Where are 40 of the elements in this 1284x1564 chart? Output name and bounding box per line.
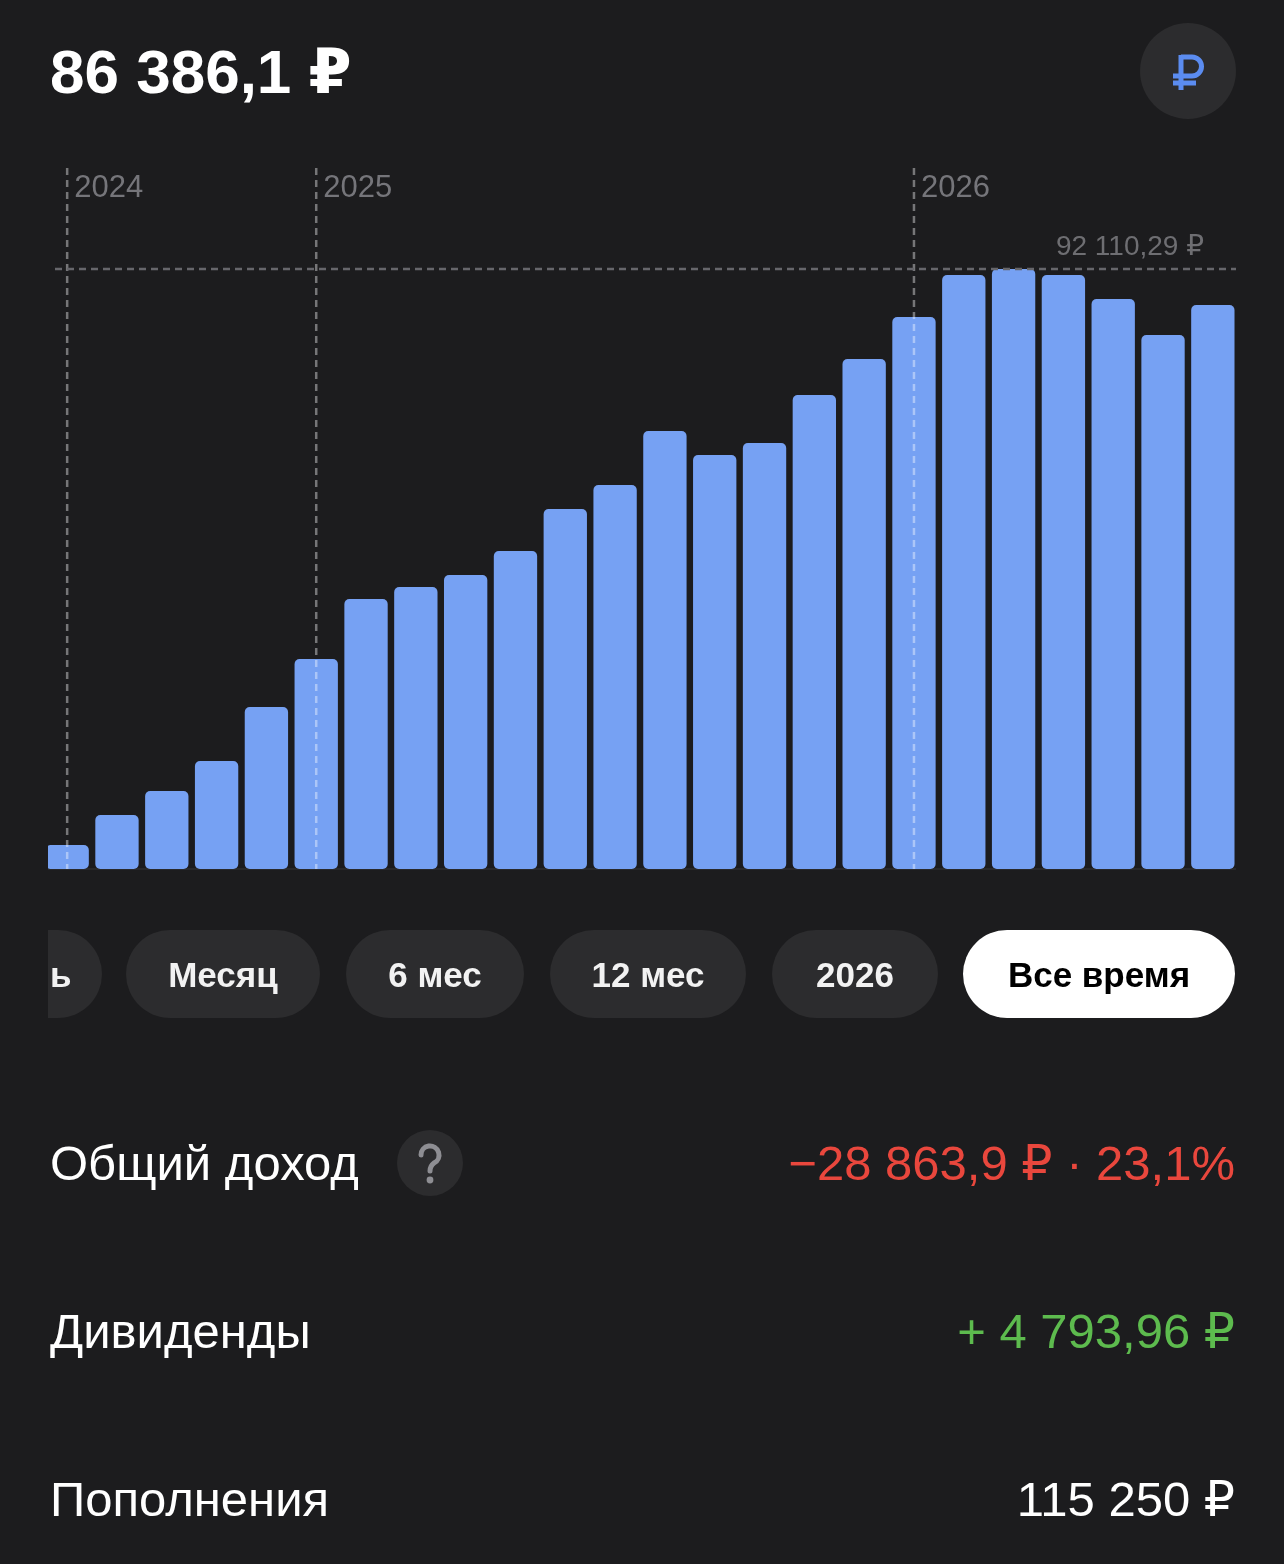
bar: [942, 275, 986, 869]
bar: [892, 317, 936, 869]
bar: [593, 485, 637, 869]
bar: [1091, 299, 1135, 869]
bar: [693, 455, 737, 869]
text: −28 863,9 ₽ · 23,1%: [788, 1136, 1235, 1190]
bar: [1191, 305, 1235, 869]
text: 2026: [920, 169, 990, 204]
text: + 4 793,96 ₽: [957, 1304, 1235, 1358]
bar: [1141, 335, 1185, 869]
text: 6 мес: [388, 955, 482, 994]
bar: [543, 509, 587, 869]
bar: [643, 431, 687, 869]
text: ь: [50, 955, 72, 994]
bar: [493, 551, 538, 869]
bar: [742, 443, 787, 869]
chart-title: 86 386,1 ₽: [50, 37, 352, 106]
text: 115 250 ₽: [1016, 1472, 1235, 1526]
ref-line-label: 92 110,29 ₽: [1055, 230, 1204, 261]
bar: [443, 575, 488, 869]
text: Пополнения: [50, 1472, 330, 1526]
bar: [792, 395, 837, 869]
text: Общий доход: [50, 1136, 359, 1190]
bar: [1041, 275, 1086, 869]
bar: [842, 359, 886, 869]
bar: [194, 761, 239, 869]
text: Месяц: [168, 955, 279, 994]
text: 2026: [816, 955, 894, 994]
bar: [991, 269, 1036, 869]
text: 12 мес: [591, 955, 705, 994]
bar: [344, 599, 388, 869]
text: 2025: [323, 169, 393, 204]
text: Все время: [1007, 955, 1191, 994]
bar: [394, 587, 438, 869]
text: Дивиденды: [50, 1304, 311, 1358]
bar: [145, 791, 189, 869]
bar: [244, 707, 289, 869]
bar: [294, 659, 338, 869]
text: 2024: [74, 169, 144, 204]
bar: [95, 815, 139, 869]
